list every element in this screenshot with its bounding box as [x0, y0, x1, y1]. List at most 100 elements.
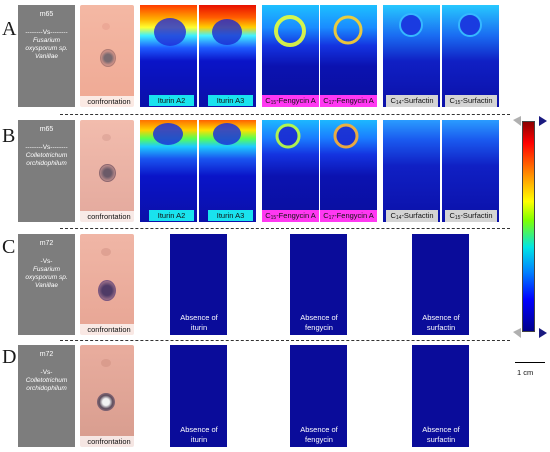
photo-label-a: confrontation: [80, 96, 138, 107]
max-marker-icon: [513, 116, 521, 126]
heatmap-overlay: [212, 19, 242, 45]
sample-id: m65: [39, 11, 54, 18]
heatmap-c14-surfactin-b: [383, 120, 440, 222]
confrontation-photo-a: [80, 5, 134, 107]
blank-surfactin-d: [412, 345, 469, 447]
organism-line: orchidophilum: [26, 385, 67, 392]
vs-separator: -Vs-: [40, 369, 53, 376]
label-prefix: C: [265, 211, 271, 220]
absence-line: iturin: [190, 323, 208, 332]
label-suffix: -Surfactin: [401, 96, 434, 105]
label-prefix: C: [449, 211, 455, 220]
organism-line: Colletotrichum: [25, 152, 68, 159]
absence-iturin-d: Absence of iturin: [169, 425, 229, 445]
label-c17-fengycin-a-b: C17-Fengycin A: [320, 210, 377, 222]
blank-iturin-d: [170, 345, 227, 447]
label-suffix: -Fengycin A: [334, 96, 374, 105]
label-suffix: -Surfactin: [401, 211, 434, 220]
absence-line: Absence of: [300, 313, 338, 322]
sample-box-d: m72 -Vs- Colletotrichum orchidophilum: [18, 345, 75, 447]
label-suffix: -Surfactin: [460, 211, 493, 220]
organism-line: oxysporum sp.: [25, 274, 68, 281]
row-letter-c: C: [2, 236, 16, 258]
absence-fengycin-c: Absence of fengycin: [289, 313, 349, 333]
organism-line: Fusarium: [32, 266, 61, 273]
absence-line: surfactin: [426, 435, 456, 444]
heatmap-overlay: [458, 13, 482, 37]
organism-line: orchidophilum: [26, 160, 67, 167]
max-marker-icon: [539, 116, 547, 126]
label-prefix: C: [265, 96, 271, 105]
absence-line: iturin: [190, 435, 208, 444]
vs-separator: --------Vs--------: [25, 29, 68, 36]
label-prefix: C: [449, 96, 455, 105]
label-c15-fengycin-a-b: C15-Fengycin A: [262, 210, 319, 222]
organism-line: Vanillae: [35, 53, 58, 60]
color-bar-markers: [513, 116, 547, 338]
label-suffix: -Fengycin A: [276, 96, 316, 105]
absence-surfactin-d: Absence of surfactin: [411, 425, 471, 445]
heatmap-overlay: [333, 15, 363, 45]
label-suffix: -Fengycin A: [276, 211, 316, 220]
label-c15-surfactin-a: C15-Surfactin: [445, 95, 497, 107]
absence-line: Absence of: [422, 313, 460, 322]
heatmap-overlay: [154, 18, 186, 46]
absence-line: Absence of: [300, 425, 338, 434]
heatmap-overlay: [213, 123, 241, 145]
label-sub: 15: [454, 100, 461, 106]
sample-id: m72: [39, 240, 54, 247]
heatmap-overlay: [275, 123, 301, 149]
heatmap-c14-surfactin-a: [383, 5, 440, 107]
label-sub: 17: [328, 215, 335, 221]
confrontation-photo-b: [80, 120, 134, 222]
label-c14-surfactin-b: C14-Surfactin: [386, 210, 438, 222]
label-c17-fengycin-a-a: C17-Fengycin A: [320, 95, 377, 107]
intensity-color-bar: [522, 121, 535, 332]
confrontation-photo-d: [80, 345, 134, 447]
label-c15-fengycin-a-a: C15-Fengycin A: [262, 95, 319, 107]
organism-line: Vanillae: [35, 282, 58, 289]
organism-line: oxysporum sp.: [25, 45, 68, 52]
heatmap-iturin-a2-b: [140, 120, 197, 222]
row-letter-b: B: [2, 125, 16, 147]
min-marker-icon: [539, 328, 547, 338]
sample-id: m65: [39, 126, 54, 133]
label-suffix: -Fengycin A: [334, 211, 374, 220]
label-suffix: -Surfactin: [460, 96, 493, 105]
heatmap-overlay: [274, 15, 306, 47]
vs-separator: -Vs-: [40, 258, 53, 265]
row-divider: [60, 114, 510, 115]
label-c15-surfactin-b: C15-Surfactin: [445, 210, 497, 222]
sample-box-b: m65 --------Vs-------- Colletotrichum or…: [18, 120, 75, 222]
absence-line: surfactin: [426, 323, 456, 332]
absence-surfactin-c: Absence of surfactin: [411, 313, 471, 333]
row-divider: [60, 228, 510, 229]
min-marker-icon: [513, 328, 521, 338]
heatmap-c15-surfactin-b: [442, 120, 499, 222]
vs-separator: --------Vs--------: [25, 144, 68, 151]
row-letter-d: D: [2, 346, 17, 368]
label-iturin-a3-b: Iturin A3: [208, 210, 253, 221]
photo-label-d: confrontation: [80, 436, 138, 447]
label-sub: 15: [270, 215, 277, 221]
heatmap-c15-fengycin-a-b: [262, 120, 319, 222]
confrontation-photo-c: [80, 234, 134, 335]
label-iturin-a3-a: Iturin A3: [208, 95, 253, 106]
heatmap-iturin-a3-a: [199, 5, 256, 107]
heatmap-overlay: [333, 123, 359, 149]
sample-box-a: m65 --------Vs-------- Fusarium oxysporu…: [18, 5, 75, 107]
scale-bar: [515, 362, 545, 363]
absence-line: Absence of: [180, 313, 218, 322]
organism-line: Fusarium: [32, 37, 61, 44]
photo-label-c: confrontation: [80, 324, 138, 335]
label-c14-surfactin-a: C14-Surfactin: [386, 95, 438, 107]
blank-surfactin-c: [412, 234, 469, 335]
sample-box-c: m72 -Vs- Fusarium oxysporum sp. Vanillae: [18, 234, 75, 335]
row-letter-a: A: [2, 18, 17, 40]
absence-line: fengycin: [305, 323, 333, 332]
heatmap-c17-fengycin-a-b: [320, 120, 377, 222]
label-sub: 15: [454, 215, 461, 221]
blank-iturin-c: [170, 234, 227, 335]
absence-line: Absence of: [422, 425, 460, 434]
label-prefix: C: [323, 211, 329, 220]
